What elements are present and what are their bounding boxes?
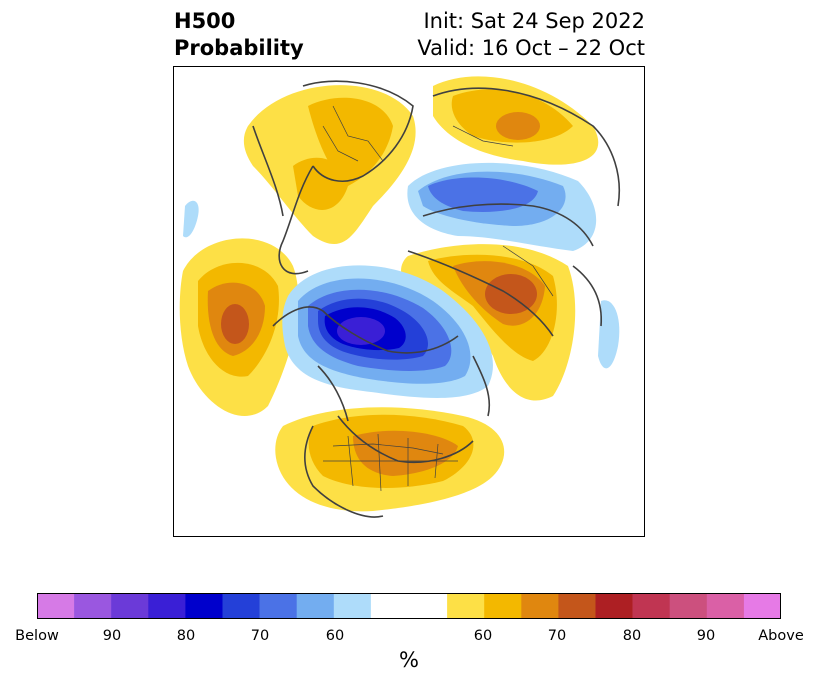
scandinavia-above-region (243, 85, 416, 245)
north-pacific-above-region (179, 238, 299, 417)
title-line-2: Probability (174, 36, 304, 60)
colorbar-swatch (484, 593, 522, 619)
colorbar-swatch (74, 593, 112, 619)
colorbar-swatch (743, 593, 781, 619)
colorbar-swatch (185, 593, 223, 619)
init-date: Init: Sat 24 Sep 2022 (423, 9, 645, 33)
valid-range: Valid: 16 Oct – 22 Oct (417, 36, 645, 60)
colorbar-swatch (558, 593, 596, 619)
colorbar-unit: % (399, 648, 419, 672)
colorbar-tick-label: 80 (622, 628, 642, 644)
colorbar-swatch (669, 593, 708, 619)
colorbar-swatch (632, 593, 670, 619)
eastern-us-above-region (275, 407, 505, 512)
colorbar-tick-label: Below (15, 628, 59, 644)
colorbar-swatch (222, 593, 260, 619)
colorbar-tick-label: 80 (176, 628, 196, 644)
colorbar (37, 593, 781, 619)
colorbar-swatch (447, 593, 485, 619)
colorbar-tick-label: 70 (547, 628, 567, 644)
map-title: H500 Probability (174, 8, 304, 62)
arctic-below-region (282, 265, 493, 398)
siberia-below-region (183, 162, 597, 251)
colorbar-swatch (521, 593, 559, 619)
probability-map (173, 66, 645, 537)
north-atlantic-above-region (401, 244, 620, 401)
colorbar-swatch (595, 593, 633, 619)
east-siberia-above-region (433, 76, 599, 165)
colorbar-tick-label: 60 (325, 628, 345, 644)
colorbar-swatch (706, 593, 745, 619)
colorbar-tick-label: 90 (102, 628, 122, 644)
colorbar-swatch (111, 593, 149, 619)
colorbar-swatch (333, 593, 372, 619)
colorbar-tick-label: 70 (250, 628, 270, 644)
colorbar-swatch (296, 593, 335, 619)
colorbar-swatch (370, 593, 448, 619)
date-info: Init: Sat 24 Sep 2022 Valid: 16 Oct – 22… (417, 8, 645, 62)
colorbar-swatch (37, 593, 75, 619)
colorbar-swatch (148, 593, 186, 619)
country-borders (322, 105, 554, 492)
colorbar-tick-label: 60 (473, 628, 493, 644)
colorbar-tick-label: 90 (696, 628, 716, 644)
colorbar-swatch (259, 593, 297, 619)
colorbar-tick-label: Above (758, 628, 804, 644)
title-line-1: H500 (174, 9, 236, 33)
